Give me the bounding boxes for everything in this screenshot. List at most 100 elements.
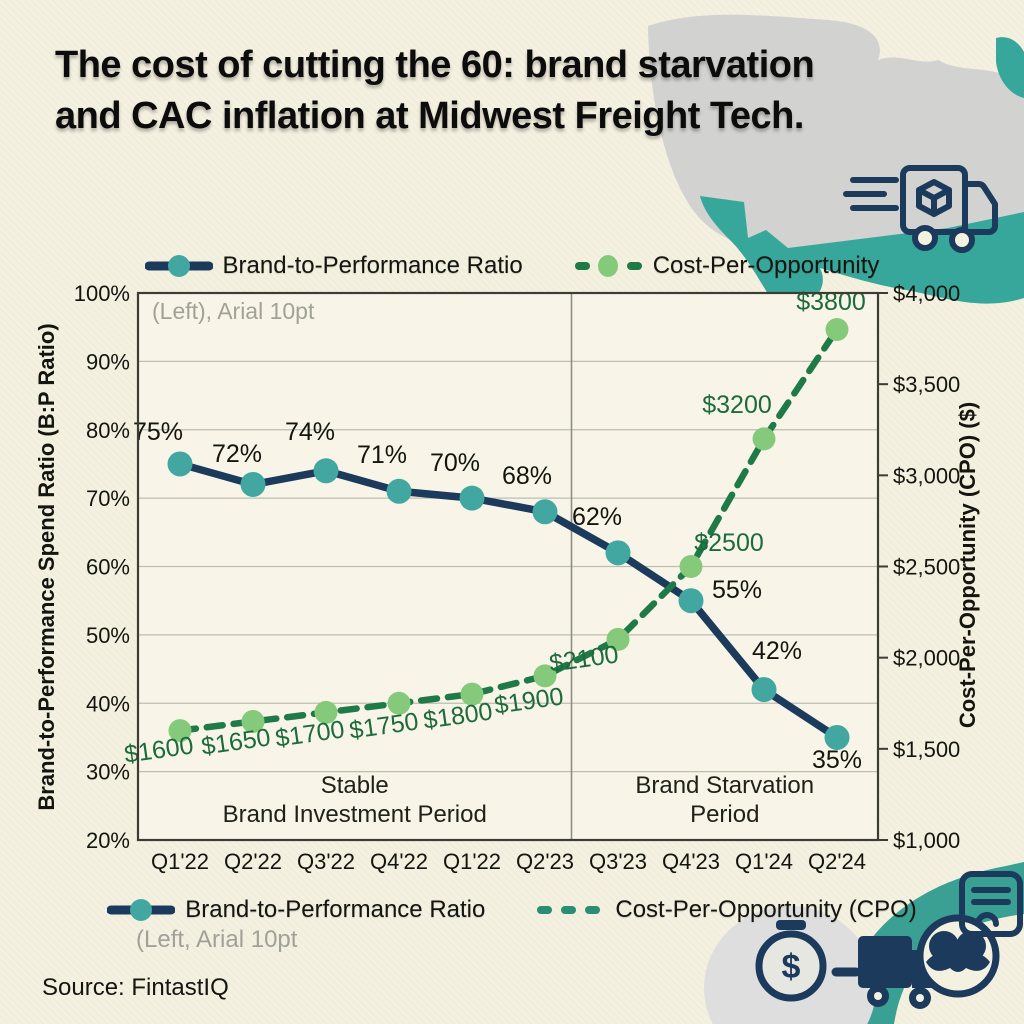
source-credit: Source: FintastIQ [42, 974, 229, 1001]
left-axis-tick: 40% [86, 691, 130, 716]
cpo-data-label: $1700 [274, 715, 347, 752]
cpo-point [606, 627, 630, 651]
cpo-point [314, 700, 338, 724]
legend-label-ratio: Brand-to-Performance Ratio [222, 252, 523, 279]
right-axis-tick: $4,000 [893, 281, 960, 306]
ratio-point [751, 677, 777, 703]
ratio-data-label: 62% [572, 503, 622, 531]
right-axis-tick: $3,500 [893, 372, 960, 397]
legend-note: (Left, Arial 10pt [136, 926, 298, 953]
ratio-line [176, 460, 841, 742]
left-axis-tick: 100% [74, 281, 130, 306]
x-axis-label: Q2'24 [808, 849, 866, 874]
period-annotation: Period [690, 801, 759, 828]
stopwatch-dollar-icon: $ [755, 920, 827, 1002]
legend-item-ratio: Brand-to-Performance Ratio [144, 252, 523, 280]
left-axis-tick: 30% [86, 760, 130, 785]
cloud-badge-icon [916, 914, 1000, 998]
truck-silhouette-icon [831, 936, 945, 1009]
x-axis-label: Q1'24 [735, 849, 793, 874]
legend-line-marker-icon [107, 899, 176, 921]
legend-label-cpo-bottom: Cost-Per-Opportunity (CPO) [615, 896, 917, 923]
x-axis-label: Q2'22 [224, 849, 282, 874]
cpo-point [752, 427, 776, 451]
ratio-data-label: 42% [752, 637, 802, 665]
legend-item-cpo-bottom: Cost-Per-Opportunity (CPO) [537, 896, 917, 924]
legend-line-marker-icon [144, 255, 213, 277]
teal-swoosh-shape [838, 862, 1024, 1024]
ratio-data-label: 68% [502, 462, 552, 490]
ratio-data-label: 70% [430, 449, 480, 477]
ratio-data-label: 55% [712, 576, 762, 604]
ratio-point [167, 451, 193, 477]
cpo-point [825, 317, 849, 341]
right-axis-tick: $2,000 [893, 646, 960, 671]
x-axis-label: Q1'22 [151, 849, 209, 874]
cpo-point [679, 555, 703, 578]
x-axis-label: Q1'22 [443, 849, 501, 874]
page-title: The cost of cutting the 60: brand starva… [55, 40, 975, 142]
legend-dashes-marker-icon [537, 906, 601, 914]
cpo-data-label: $1650 [200, 723, 273, 760]
left-axis-tick: 60% [86, 555, 130, 580]
x-axis-label: Q4'22 [370, 849, 428, 874]
cpo-point [168, 719, 192, 743]
legend-top: Brand-to-Performance Ratio Cost-Per-Oppo… [0, 252, 1024, 280]
ratio-point [532, 499, 558, 525]
legend-label-ratio-bottom: Brand-to-Performance Ratio [185, 896, 486, 923]
cpo-data-label: $2500 [694, 529, 764, 557]
cpo-data-label: $1900 [493, 682, 566, 719]
x-axis-label: Q4'23 [662, 849, 720, 874]
ratio-point [605, 540, 631, 566]
plot-note: (Left), Arial 10pt [152, 298, 315, 324]
period-annotation: Stable [321, 772, 389, 799]
ratio-point [313, 458, 339, 484]
ratio-point [678, 588, 704, 614]
ratio-data-label: 35% [812, 746, 862, 774]
cpo-data-label: $3800 [796, 288, 866, 316]
legend-dash-marker-icon [574, 255, 642, 277]
ratio-point [824, 724, 850, 750]
right-axis-title: Cost-Per-Opportunity (CPO) ($) [955, 402, 980, 728]
right-axis-tick: $1,500 [893, 737, 960, 762]
right-axis-tick: $3,000 [893, 463, 960, 488]
ratio-data-label: 74% [285, 418, 335, 446]
cpo-point [241, 709, 265, 733]
ratio-data-label: 75% [133, 418, 183, 446]
dollar-glyph: $ [782, 948, 801, 986]
title-line-2: and CAC inflation at Midwest Freight Tec… [55, 94, 804, 137]
period-annotation: Brand Investment Period [223, 801, 487, 828]
period-annotation: Brand Starvation [635, 772, 814, 799]
cpo-point [460, 682, 484, 706]
cpo-data-label: $3200 [702, 391, 772, 419]
ratio-point [240, 471, 266, 497]
x-axis-label: Q3'22 [297, 849, 355, 874]
legend-item-cpo: Cost-Per-Opportunity [574, 252, 880, 280]
x-axis-label: Q3'23 [589, 849, 647, 874]
ratio-data-label: 71% [357, 441, 407, 469]
delivery-truck-outline-icon [843, 165, 998, 253]
cpo-point [533, 664, 557, 688]
plot-border [136, 291, 880, 842]
cpo-data-label: $1750 [348, 707, 421, 744]
cpo-data-label: $1800 [422, 697, 495, 734]
title-line-1: The cost of cutting the 60: brand starva… [55, 44, 815, 86]
right-axis-tick: $1,000 [893, 828, 960, 853]
right-axis-tick: $2,500 [893, 555, 960, 580]
legend-label-cpo: Cost-Per-Opportunity [652, 252, 880, 279]
cpo-point [387, 691, 411, 715]
legend-bottom: Brand-to-Performance Ratio Cost-Per-Oppo… [0, 896, 1024, 924]
cpo-data-label: $2100 [548, 640, 621, 677]
x-axis-label: Q2'23 [516, 849, 574, 874]
cpo-line [176, 326, 841, 734]
left-axis-tick: 80% [86, 418, 130, 443]
left-axis-title: Brand-to-Performance Spend Ratio (B:P Ra… [34, 323, 59, 810]
left-axis-tick: 20% [86, 828, 130, 853]
ratio-data-label: 72% [212, 440, 262, 468]
plot-area [138, 293, 878, 840]
legend-item-ratio-bottom: Brand-to-Performance Ratio [107, 896, 485, 924]
ratio-point [459, 485, 485, 511]
